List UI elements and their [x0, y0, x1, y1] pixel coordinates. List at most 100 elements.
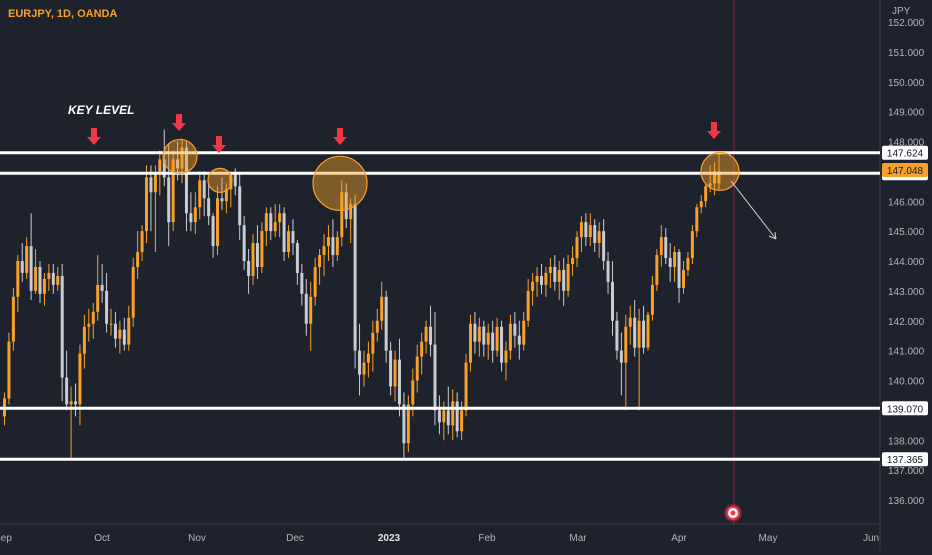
- candle-body: [29, 246, 33, 291]
- candle-body: [145, 177, 149, 232]
- candle-body: [16, 261, 20, 297]
- candle-body: [180, 147, 184, 169]
- candle-body: [664, 237, 668, 259]
- candle-body: [300, 272, 304, 294]
- candle-body: [655, 255, 659, 285]
- candle-body: [193, 207, 197, 223]
- candle-body: [393, 359, 397, 387]
- y-tick-label: 142.000: [888, 317, 925, 328]
- replay-icon-dot: [730, 510, 736, 516]
- highlight-circle: [700, 151, 740, 191]
- candle-body: [473, 323, 477, 342]
- candle-body: [224, 189, 228, 202]
- candle-body: [247, 261, 251, 276]
- y-tick-label: 143.000: [888, 287, 925, 298]
- highlight-circle: [162, 138, 198, 175]
- candle-body: [650, 284, 654, 315]
- candle-body: [397, 359, 401, 405]
- y-tick-label: 144.000: [888, 257, 925, 268]
- candle-body: [69, 401, 73, 405]
- candle-body: [646, 314, 650, 348]
- candle-body: [153, 174, 157, 193]
- candle-body: [673, 252, 677, 267]
- candle-body: [220, 198, 224, 202]
- candle-body: [668, 258, 672, 267]
- candle-body: [207, 198, 211, 217]
- candle-body: [451, 401, 455, 426]
- candle-body: [51, 272, 55, 285]
- x-tick-label: Oct: [94, 533, 110, 544]
- x-tick-label: Sep: [0, 533, 12, 544]
- candle-body: [105, 290, 109, 324]
- candle-body: [131, 266, 135, 318]
- candle-body: [78, 353, 82, 405]
- candle-body: [287, 231, 291, 253]
- candle-body: [402, 404, 406, 444]
- candle-body: [562, 269, 566, 291]
- candle-body: [295, 243, 299, 273]
- candle-body: [202, 180, 206, 199]
- y-tick-label: 136.000: [888, 496, 925, 507]
- candle-body: [96, 284, 100, 312]
- candle-body: [380, 296, 384, 321]
- arrow-down-icon: [172, 114, 186, 131]
- candle-body: [446, 410, 450, 426]
- candle-body: [322, 246, 326, 256]
- x-tick-label: Jun: [863, 533, 879, 544]
- candle-body: [371, 332, 375, 354]
- candle-body: [375, 320, 379, 333]
- candle-body: [429, 326, 433, 345]
- candle-body: [349, 204, 353, 220]
- candle-body: [406, 404, 410, 444]
- candle-body: [140, 231, 144, 253]
- candle-body: [34, 266, 38, 291]
- candle-body: [681, 269, 685, 288]
- candle-body: [717, 171, 721, 184]
- candle-body: [593, 225, 597, 244]
- candle-body: [548, 266, 552, 273]
- projection-arrowhead: [768, 231, 777, 240]
- candle-body: [91, 311, 95, 324]
- candle-body: [610, 281, 614, 321]
- candle-body: [47, 272, 51, 279]
- candle-body: [500, 326, 504, 363]
- price-label: 139.070: [887, 404, 924, 415]
- candle-body: [566, 263, 570, 291]
- candle-body: [362, 362, 366, 375]
- candle-body: [460, 410, 464, 432]
- candle-body: [184, 147, 188, 214]
- candle-body: [531, 281, 535, 291]
- candle-body: [513, 323, 517, 336]
- price-label-box: [882, 452, 928, 467]
- candle-body: [251, 243, 255, 276]
- candle-body: [637, 320, 641, 348]
- candle-body: [708, 183, 712, 187]
- candle-body: [242, 225, 246, 261]
- candle-body: [269, 213, 273, 232]
- candle-body: [353, 204, 357, 351]
- key-level-label: KEY LEVEL: [68, 103, 135, 117]
- y-tick-label: 141.000: [888, 347, 925, 358]
- candle-body: [118, 329, 122, 339]
- price-label-box: [882, 145, 928, 160]
- y-tick-label: 145.000: [888, 227, 925, 238]
- candle-body: [557, 269, 561, 282]
- candle-body: [216, 198, 220, 247]
- arrow-down-icon: [707, 122, 721, 139]
- candle-body: [699, 201, 703, 208]
- candle-body: [437, 410, 441, 423]
- candle-body: [619, 350, 623, 363]
- highlight-circle: [207, 167, 233, 193]
- candle-body: [366, 353, 370, 363]
- candle-body: [544, 272, 548, 285]
- candle-body: [264, 213, 268, 232]
- candle-body: [233, 174, 237, 187]
- candle-body: [74, 401, 78, 405]
- candle-body: [326, 237, 330, 247]
- candle-body: [87, 323, 91, 327]
- candle-body: [628, 317, 632, 327]
- candle-body: [113, 323, 117, 339]
- candle-body: [20, 261, 24, 273]
